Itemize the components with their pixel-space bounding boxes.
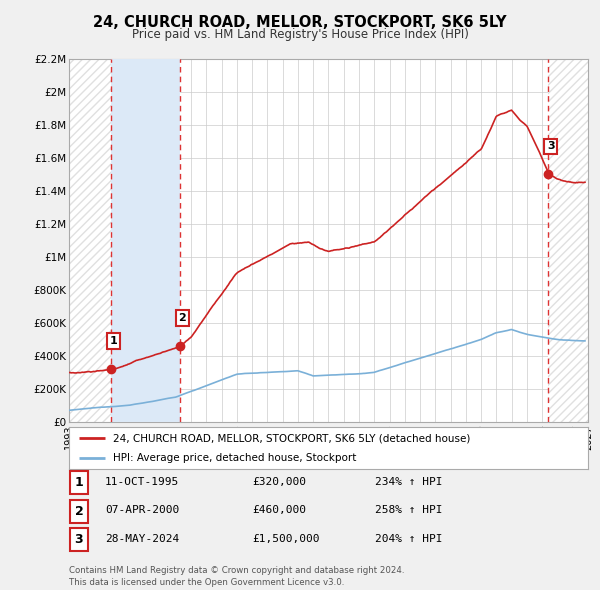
Bar [112, 59, 180, 422]
Text: 1: 1 [110, 336, 118, 346]
Text: 11-OCT-1995: 11-OCT-1995 [105, 477, 179, 487]
Text: 3: 3 [74, 533, 83, 546]
Text: 24, CHURCH ROAD, MELLOR, STOCKPORT, SK6 5LY (detached house): 24, CHURCH ROAD, MELLOR, STOCKPORT, SK6 … [113, 433, 470, 443]
Text: £320,000: £320,000 [252, 477, 306, 487]
Text: 2: 2 [74, 504, 83, 518]
Text: 24, CHURCH ROAD, MELLOR, STOCKPORT, SK6 5LY: 24, CHURCH ROAD, MELLOR, STOCKPORT, SK6 … [93, 15, 507, 30]
Text: £460,000: £460,000 [252, 506, 306, 515]
Text: Contains HM Land Registry data © Crown copyright and database right 2024.
This d: Contains HM Land Registry data © Crown c… [69, 566, 404, 587]
Text: 2: 2 [178, 313, 186, 323]
Bar [69, 59, 112, 422]
Text: 234% ↑ HPI: 234% ↑ HPI [375, 477, 443, 487]
Text: 3: 3 [547, 142, 554, 152]
Text: Price paid vs. HM Land Registry's House Price Index (HPI): Price paid vs. HM Land Registry's House … [131, 28, 469, 41]
Text: £1,500,000: £1,500,000 [252, 534, 320, 543]
Text: 28-MAY-2024: 28-MAY-2024 [105, 534, 179, 543]
Text: 204% ↑ HPI: 204% ↑ HPI [375, 534, 443, 543]
Text: 1: 1 [74, 476, 83, 490]
Text: 258% ↑ HPI: 258% ↑ HPI [375, 506, 443, 515]
Text: 07-APR-2000: 07-APR-2000 [105, 506, 179, 515]
Text: HPI: Average price, detached house, Stockport: HPI: Average price, detached house, Stoc… [113, 453, 356, 463]
Bar [548, 59, 588, 422]
